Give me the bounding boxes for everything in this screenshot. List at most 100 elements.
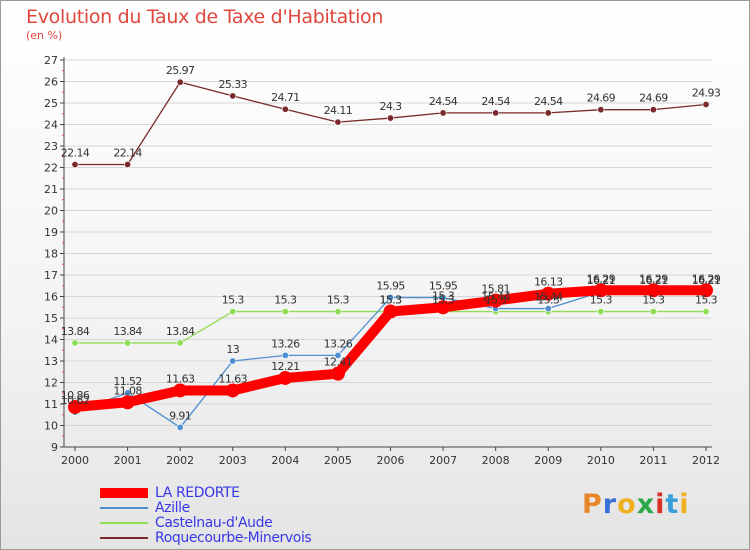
series-point-1	[229, 357, 237, 365]
series-point-1	[281, 351, 289, 359]
data-label: 11.63	[166, 372, 195, 385]
logo-letter: x	[636, 489, 656, 520]
data-label: 16.29	[639, 272, 668, 285]
series-point-3	[597, 106, 605, 114]
data-label: 13.26	[324, 337, 353, 350]
x-tick-label: 2010	[587, 454, 615, 467]
series-point-3	[71, 160, 79, 168]
data-label: 9.91	[169, 409, 191, 422]
legend-swatch-azille	[100, 507, 148, 509]
data-label: 13	[226, 343, 239, 356]
y-tick-label: 16	[44, 291, 58, 304]
data-label: 24.3	[379, 100, 402, 113]
data-label: 15.44	[481, 291, 510, 304]
series-point-1	[386, 294, 394, 302]
y-tick-label: 23	[44, 140, 58, 153]
logo-letter: o	[617, 489, 637, 520]
logo-letter: r	[602, 489, 618, 520]
data-label: 13.84	[61, 325, 90, 338]
data-label: 13.84	[166, 325, 195, 338]
data-label: 15.81	[481, 283, 510, 296]
y-tick-label: 25	[44, 97, 58, 110]
data-label: 22.14	[61, 146, 90, 159]
x-tick-label: 2005	[324, 454, 352, 467]
series-point-2	[649, 308, 657, 316]
data-label: 15.3	[642, 294, 665, 307]
data-label: 16.29	[587, 272, 616, 285]
y-tick-label: 19	[44, 226, 58, 239]
data-label: 15.44	[534, 291, 563, 304]
data-label: 10.62	[61, 394, 90, 407]
data-label: 25.33	[219, 78, 248, 91]
y-tick-label: 18	[44, 248, 58, 261]
legend-label-castelnau: Castelnau-d'Aude	[155, 515, 273, 531]
data-label: 12.41	[324, 356, 353, 369]
chart-title: Evolution du Taux de Taxe d'Habitation	[26, 6, 384, 28]
series-point-3	[702, 101, 710, 109]
data-label: 24.54	[534, 95, 563, 108]
series-point-0	[541, 286, 556, 301]
series-point-3	[229, 92, 237, 100]
data-label: 22.14	[113, 146, 142, 159]
y-tick-label: 10	[44, 420, 58, 433]
series-point-3	[386, 114, 394, 122]
data-label: 15.3	[537, 294, 560, 307]
x-tick-label: 2007	[429, 454, 457, 467]
series-point-0	[330, 366, 345, 381]
data-label: 16.21	[587, 274, 616, 287]
series-point-0	[699, 283, 713, 298]
series-point-3	[492, 109, 500, 117]
x-tick-label: 2006	[377, 454, 405, 467]
series-point-3	[439, 109, 447, 117]
legend-label-roquecourbe: Roquecourbe-Minervois	[155, 530, 312, 546]
data-label: 11.08	[113, 384, 142, 397]
x-tick-label: 2011	[639, 454, 667, 467]
y-tick-label: 26	[44, 76, 58, 89]
legend-swatch-la-redorte	[100, 488, 148, 498]
series-point-3	[176, 78, 184, 86]
series-point-0	[383, 304, 398, 319]
series-point-2	[597, 308, 605, 316]
data-label: 24.54	[429, 95, 458, 108]
data-label: 15.3	[485, 294, 508, 307]
x-tick-label: 2008	[482, 454, 510, 467]
y-tick-label: 13	[44, 355, 58, 368]
y-tick-label: 15	[44, 312, 58, 325]
x-tick-label: 2012	[692, 454, 720, 467]
logo-letter: i	[679, 489, 690, 520]
series-point-1	[334, 351, 342, 359]
data-label: 24.69	[587, 92, 616, 105]
data-label: 16.21	[692, 274, 721, 287]
data-label: 16.13	[534, 276, 563, 289]
series-point-2	[71, 339, 79, 347]
y-tick-label: 9	[51, 441, 58, 454]
series-point-0	[173, 383, 188, 398]
data-label: 13.26	[271, 337, 300, 350]
series-point-1	[176, 423, 184, 431]
series-point-2	[334, 308, 342, 316]
legend-swatch-roquecourbe	[100, 537, 148, 539]
series-point-2	[176, 339, 184, 347]
data-label: 15.3	[222, 294, 245, 307]
y-tick-label: 27	[44, 54, 58, 67]
series-point-0	[488, 293, 503, 308]
series-point-3	[124, 160, 132, 168]
y-tick-label: 11	[44, 398, 58, 411]
series-point-2	[229, 308, 237, 316]
series-point-0	[225, 383, 240, 398]
y-tick-label: 17	[44, 269, 58, 282]
series-point-2	[702, 308, 710, 316]
series-point-1	[544, 305, 552, 313]
series-point-3	[334, 118, 342, 126]
y-tick-label: 12	[44, 377, 58, 390]
data-label: 15.3	[432, 294, 455, 307]
series-point-2	[124, 339, 132, 347]
series-point-2	[281, 308, 289, 316]
logo-letter: P	[582, 489, 603, 520]
logo-letter: i	[655, 489, 666, 520]
logo-letter: t	[665, 489, 680, 520]
series-point-0	[593, 283, 608, 298]
data-label: 12.21	[271, 360, 300, 373]
series-point-0	[278, 370, 293, 385]
y-tick-label: 24	[44, 119, 58, 132]
